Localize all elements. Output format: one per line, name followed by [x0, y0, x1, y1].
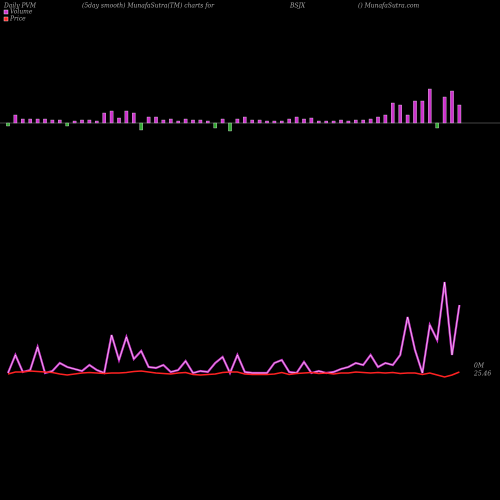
- bar: [302, 118, 306, 124]
- bar: [435, 122, 439, 129]
- bar: [43, 118, 47, 124]
- bar: [368, 118, 373, 124]
- price-line: [7, 370, 460, 378]
- bar: [398, 104, 402, 124]
- bar: [294, 116, 299, 124]
- bar: [280, 120, 284, 124]
- bar: [198, 119, 203, 124]
- volume-line-core: [7, 281, 460, 374]
- bar: [220, 118, 225, 124]
- bar: [139, 122, 143, 131]
- bar: [346, 120, 351, 124]
- price-label: 25.46: [473, 371, 491, 378]
- bar: [376, 116, 380, 124]
- bar: [183, 118, 188, 124]
- legend-swatch: [3, 16, 9, 22]
- bar: [65, 122, 69, 127]
- bar: [213, 122, 217, 129]
- bar: [391, 102, 395, 124]
- bar: [309, 117, 314, 124]
- bar: [235, 118, 240, 124]
- volume-line: [6, 281, 461, 376]
- bar: [6, 122, 10, 127]
- bar: [191, 119, 195, 124]
- legend-label: Volume: [10, 9, 33, 16]
- bar: [428, 88, 432, 124]
- symbol: BSJX: [289, 3, 306, 10]
- bar: [405, 114, 410, 124]
- bar: [287, 118, 291, 124]
- bar: [58, 119, 62, 124]
- bar: [109, 110, 114, 124]
- bar: [420, 100, 425, 124]
- bar: [324, 120, 328, 124]
- bar: [117, 117, 121, 124]
- bar: [413, 100, 417, 124]
- bar: [146, 116, 151, 124]
- bar: [361, 119, 365, 124]
- bar: [457, 104, 462, 124]
- bar: [80, 119, 84, 124]
- bar: [132, 112, 136, 124]
- bar: [154, 116, 158, 124]
- legend-swatch: [3, 9, 9, 15]
- bar: [169, 118, 173, 124]
- bar: [72, 120, 77, 124]
- bar: [257, 119, 262, 124]
- title-left: Daily PVM: [3, 3, 37, 10]
- bar: [35, 118, 40, 124]
- bar: [250, 119, 254, 124]
- bar: [176, 120, 180, 124]
- bar: [450, 90, 454, 124]
- bar: [124, 110, 129, 124]
- bar: [243, 116, 247, 124]
- bar: [265, 120, 269, 124]
- bar: [206, 120, 210, 124]
- title-mid: (5day smooth) MunafaSutra(TM) charts for: [82, 3, 215, 10]
- bar: [442, 96, 447, 124]
- bar: [50, 119, 55, 124]
- site: () MunafaSutra.com: [358, 3, 420, 10]
- bar: [21, 118, 25, 124]
- bar: [383, 114, 388, 124]
- bar: [87, 119, 92, 124]
- bar: [13, 114, 18, 124]
- bar: [331, 120, 336, 124]
- bar: [339, 119, 343, 124]
- bar: [317, 120, 321, 124]
- bar: [228, 122, 232, 132]
- bar: [102, 112, 106, 124]
- bar: [272, 120, 277, 124]
- bar: [354, 119, 358, 124]
- legend-label: Price: [9, 16, 26, 23]
- volume-label: 0M: [474, 363, 485, 370]
- bar: [161, 119, 166, 124]
- bar: [95, 120, 99, 124]
- bar: [28, 118, 32, 124]
